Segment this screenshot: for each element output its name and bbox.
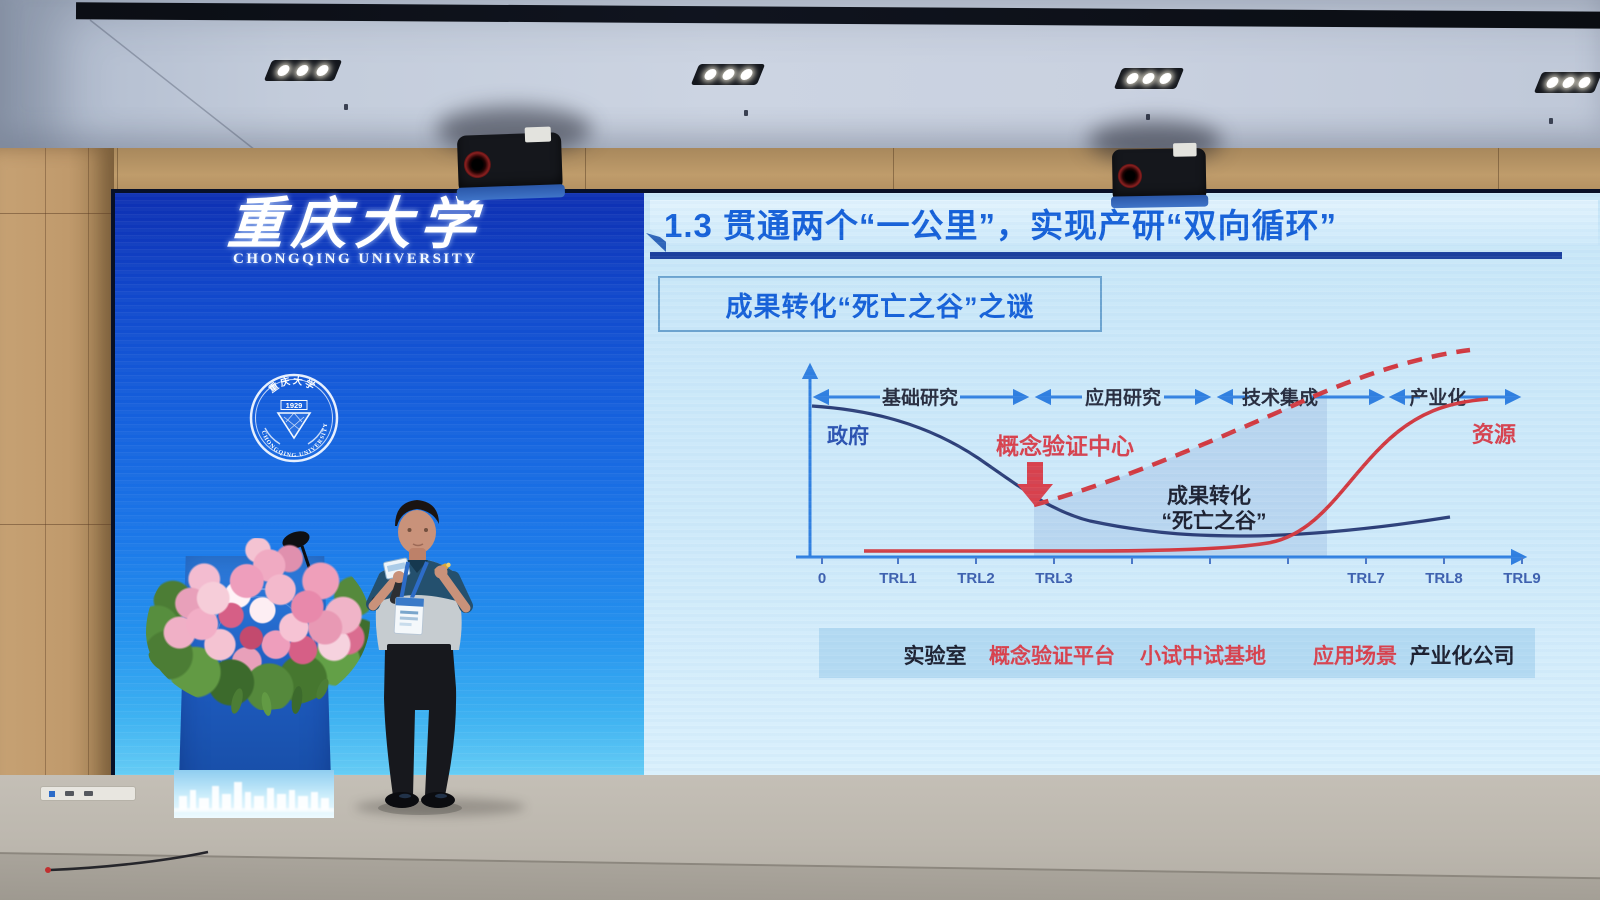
ceiling-light-icon <box>690 64 766 85</box>
phase-label: 产业化 <box>1409 386 1466 409</box>
valley-of-death-chart: 0 TRL1 TRL2 TRL3 TRL7 TRL8 TRL9 基础研究 <box>796 347 1541 587</box>
poc-center-label: 概念验证中心 <box>996 433 1134 459</box>
band-item: 产业化公司 <box>1409 645 1515 668</box>
sprinkler-icon <box>344 104 348 110</box>
sprinkler-icon <box>744 110 748 116</box>
platform-band: 实验室 概念验证平台 小试中试基地 应用场景 产业化公司 <box>819 628 1535 678</box>
sprinkler-icon <box>1146 114 1150 120</box>
title-underline <box>650 252 1562 259</box>
tick-label: TRL8 <box>1425 570 1463 587</box>
projector-icon <box>449 124 572 210</box>
subtitle-box: 成果转化“死亡之谷”之谜 <box>658 276 1102 332</box>
valley-label-1: 成果转化 <box>1167 484 1251 508</box>
university-name-en: CHONGQING UNIVERSITY <box>233 251 478 267</box>
flower-arrangement <box>146 538 370 710</box>
band-item: 实验室 <box>903 645 967 668</box>
government-curve <box>811 404 1451 538</box>
tick-label: 0 <box>818 570 826 587</box>
presenter <box>366 500 473 815</box>
seal-year: 1929 <box>286 401 303 410</box>
resources-curve <box>864 397 1489 553</box>
down-arrow-icon <box>1017 462 1053 506</box>
badge <box>393 596 425 636</box>
ceiling-light-icon <box>1533 72 1600 93</box>
tick-label: TRL7 <box>1347 570 1385 587</box>
presentation-slide: 1.3 贯通两个“一公里”，实现产研“双向循环” 成果转化“死亡之谷”之谜 <box>644 193 1600 775</box>
wood-wall-left <box>0 148 114 816</box>
x-axis-ticks <box>821 557 1523 564</box>
projector-icon <box>1105 141 1209 211</box>
ceiling-light-icon <box>263 60 343 81</box>
dashed-projection-curve <box>1033 347 1471 508</box>
phase-label: 技术集成 <box>1242 386 1318 409</box>
tick-label: TRL3 <box>1035 570 1073 587</box>
resources-label: 资源 <box>1472 422 1516 447</box>
floor-cable <box>45 850 209 873</box>
ceiling-light-icon <box>1113 68 1185 89</box>
wall-outlet <box>40 786 136 801</box>
band-item: 概念验证平台 <box>989 645 1115 668</box>
band-item: 应用场景 <box>1313 645 1397 668</box>
government-label: 政府 <box>827 424 869 448</box>
wood-panel-strip <box>0 148 1600 193</box>
tick-label: TRL9 <box>1503 570 1541 587</box>
university-seal: 重庆大学 CHONGQING UNIVERSITY 1929 <box>249 373 339 463</box>
tick-label: TRL1 <box>879 570 917 587</box>
slide-title-banner: 1.3 贯通两个“一公里”，实现产研“双向循环” <box>650 200 1598 245</box>
slide-title: 1.3 贯通两个“一公里”，实现产研“双向循环” <box>664 206 1338 244</box>
ceiling-wire <box>89 19 256 151</box>
phase-label: 应用研究 <box>1085 386 1161 409</box>
podium-skyline-panel <box>174 770 334 818</box>
tick-label: TRL2 <box>957 570 995 587</box>
phase-label: 基础研究 <box>881 386 958 409</box>
band-item: 小试中试基地 <box>1140 645 1266 668</box>
subtitle-text: 成果转化“死亡之谷”之谜 <box>725 291 1035 322</box>
sprinkler-icon <box>1549 118 1553 124</box>
valley-shaded-area <box>1034 391 1327 557</box>
valley-label-2: “死亡之谷” <box>1162 509 1267 533</box>
